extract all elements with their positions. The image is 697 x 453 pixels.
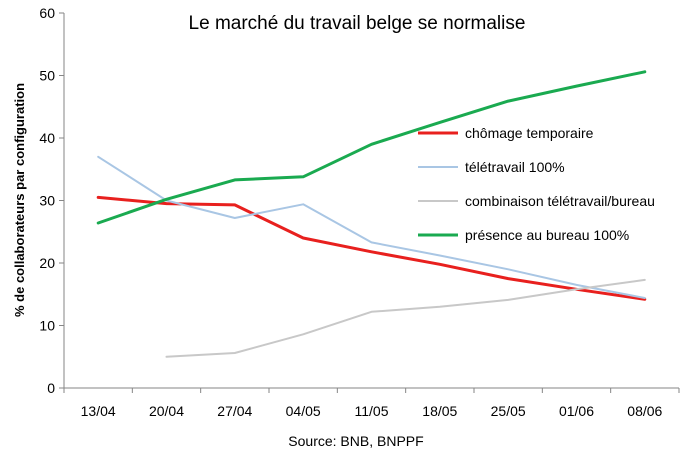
- y-tick-label: 0: [47, 380, 55, 396]
- x-tick-label: 25/05: [491, 403, 526, 419]
- y-tick-label: 60: [39, 5, 55, 21]
- series-line-combinaison-teletravail-bureau: [165, 278, 646, 358]
- legend-label-teletravail-100: télétravail 100%: [465, 159, 565, 175]
- series-line-chomage-temporaire: [96, 195, 647, 301]
- x-tick-label: 13/04: [81, 403, 116, 419]
- y-tick-label: 10: [39, 318, 55, 334]
- y-tick-label: 20: [39, 255, 55, 271]
- axes: 0 10 20 30 40 50 60 13/04 20/04 27/04 04/05 11/05 18…: [39, 5, 680, 419]
- x-tick-label: 04/05: [286, 403, 321, 419]
- source-note: Source: BNB, BNPPF: [288, 433, 423, 449]
- y-tick-label: 50: [39, 68, 55, 84]
- x-tick-label: 20/04: [149, 403, 184, 419]
- series-line-presence-au-bureau-100: [96, 70, 647, 225]
- x-tick-label: 08/06: [627, 403, 662, 419]
- legend-label-combinaison-teletravail-bureau: combinaison télétravail/bureau: [465, 193, 655, 209]
- series-lines: [96, 70, 647, 358]
- x-tick-label: 18/05: [422, 403, 457, 419]
- series-line-teletravail-100: [97, 155, 646, 299]
- x-tick-label: 01/06: [559, 403, 594, 419]
- legend-label-presence-au-bureau-100: présence au bureau 100%: [465, 227, 629, 243]
- legend-label-chomage-temporaire: chômage temporaire: [465, 125, 594, 141]
- legend: chômage temporaire télétravail 100% combin…: [418, 125, 655, 243]
- y-tick-label: 40: [39, 130, 55, 146]
- x-tick-label: 11/05: [355, 403, 389, 419]
- chart-title: Le marché du travail belge se normalise: [189, 13, 526, 34]
- y-axis-label: % de collaborateurs par configuration: [12, 83, 27, 317]
- y-tick-label: 30: [39, 193, 55, 209]
- x-tick-label: 27/04: [217, 403, 252, 419]
